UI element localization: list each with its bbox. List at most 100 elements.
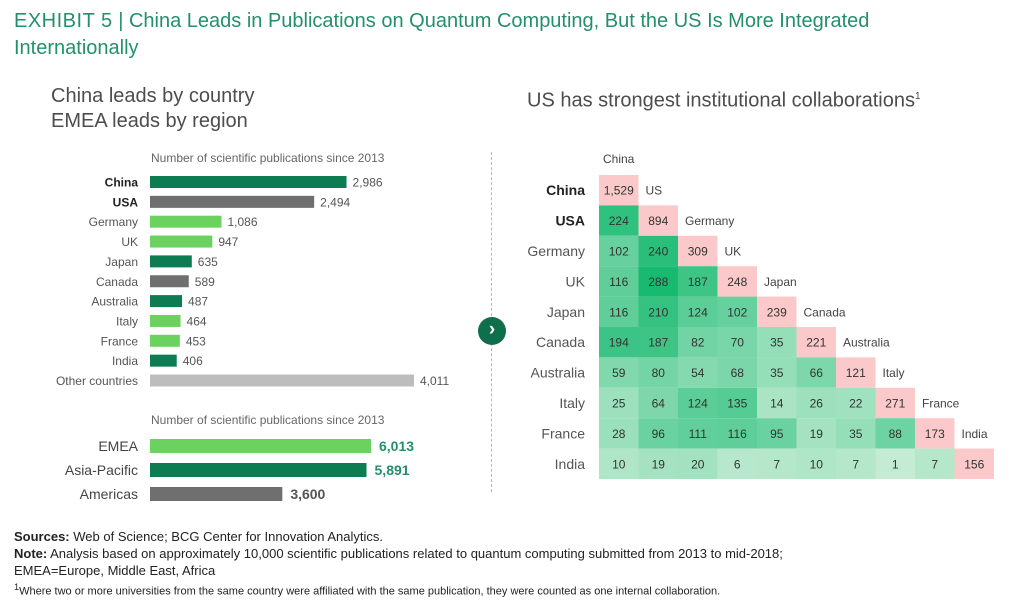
heatmap-value-uk-germany: 187 [688, 275, 708, 289]
heatmap-value-india-canada: 10 [810, 457, 824, 471]
heatmap-cell-italy-germany [678, 387, 718, 419]
heatmap-row-germany: Germany [527, 243, 585, 259]
heatmap-cell-italy-japan [757, 387, 797, 419]
collaboration-heatmap: China 1,529 USA 224 894 Germany 102 240 309 UK 116… [527, 152, 994, 479]
region-bar-chart: EMEA 6,013 Asia-Pacific 5,891 Americas 3,600 [65, 438, 414, 502]
heatmap-value-italy-italy: 271 [885, 397, 905, 411]
heatmap-row-australia: Australia [531, 365, 586, 381]
heatmap-value-india-us: 19 [652, 457, 666, 471]
heatmap-cell-india-canada [796, 448, 836, 479]
bar-uk [150, 235, 213, 248]
country-label-china: China [105, 176, 139, 190]
region-label-asia-pacific: Asia-Pacific [65, 462, 138, 478]
heatmap-cell-india-australia [836, 448, 876, 479]
country-bar-chart: China 2,986 USA 2,494 Germany 1,086 UK 947 Japan… [56, 176, 450, 389]
heatmap-row-uk: UK [566, 273, 586, 289]
bar-france [150, 334, 180, 347]
heatmap-cell-india-india [954, 448, 994, 479]
right-title-text: US has strongest institutional collabora… [527, 89, 915, 112]
heatmap-value-usa-china: 224 [609, 214, 629, 228]
heatmap-row-japan: Japan [547, 304, 585, 320]
bar-china [150, 176, 347, 188]
heatmap-cell-france-uk [717, 418, 757, 449]
heatmap-cell-india-uk [717, 448, 757, 479]
country-label-other-countries: Other countries [56, 374, 138, 388]
heatmap-cell-australia-uk [717, 357, 757, 388]
heatmap-col-germany: Germany [685, 214, 734, 228]
heatmap-value-australia-china: 59 [612, 366, 626, 380]
heatmap-value-australia-uk: 68 [731, 366, 745, 380]
heatmap-row-china: China [546, 182, 585, 198]
value-label-usa: 2,494 [320, 195, 350, 209]
value-label-japan: 635 [198, 255, 218, 269]
right-panel-title: US has strongest institutional collabora… [527, 84, 921, 114]
chart-notes: Sources: Web of Science; BCG Center for … [14, 528, 1004, 601]
heatmap-value-canada-germany: 82 [691, 336, 705, 350]
heatmap-value-uk-uk: 248 [727, 275, 747, 289]
heatmap-value-germany-us: 240 [648, 245, 668, 259]
heatmap-col-canada: Canada [804, 305, 846, 319]
heatmap-col-us: US [646, 184, 663, 198]
heatmap-value-japan-us: 210 [648, 305, 668, 319]
heatmap-cell-france-australia [836, 418, 876, 449]
heatmap-value-italy-us: 64 [652, 397, 666, 411]
heatmap-value-australia-germany: 54 [691, 366, 705, 380]
heatmap-value-italy-china: 25 [612, 397, 626, 411]
sources-line: Sources: Web of Science; BCG Center for … [14, 528, 1004, 545]
heatmap-cell-japan-germany [678, 296, 718, 327]
heatmap-col-italy: Italy [883, 366, 905, 380]
heatmap-col-india: India [962, 427, 988, 441]
heatmap-value-india-china: 10 [612, 457, 626, 471]
value-label-italy: 464 [187, 314, 207, 328]
heatmap-value-uk-us: 288 [648, 275, 668, 289]
heatmap-cell-usa-us [638, 205, 678, 236]
note-text: Analysis based on approximately 10,000 s… [50, 546, 783, 561]
heatmap-cell-india-germany [678, 448, 718, 479]
chevron-right-icon: › [478, 317, 506, 345]
heatmap-cell-italy-china [599, 387, 639, 419]
heatmap-value-australia-us: 80 [652, 366, 666, 380]
exhibit-number: EXHIBIT 5 [14, 10, 113, 32]
right-title-footnote: 1 [915, 91, 921, 102]
heatmap-cell-india-china [599, 448, 639, 479]
region-label-emea: EMEA [98, 438, 138, 454]
note-label: Note: [14, 546, 48, 561]
heatmap-cell-italy-australia [836, 387, 876, 419]
bar-other-countries [150, 374, 414, 387]
heatmap-value-germany-china: 102 [609, 245, 629, 259]
heatmap-cell-france-canada [796, 418, 836, 449]
value-label-emea: 6,013 [379, 438, 414, 454]
footnote-line: 1Where two or more universities from the… [14, 579, 1004, 601]
heatmap-value-france-japan: 95 [770, 427, 784, 441]
footnote-text: Where two or more universities from the … [19, 585, 721, 598]
heatmap-value-canada-canada: 221 [806, 336, 826, 350]
exhibit-title: EXHIBIT 5 | China Leads in Publications … [14, 8, 974, 62]
bar-canada [150, 275, 189, 288]
heatmap-cell-india-italy [875, 448, 915, 479]
heatmap-cell-japan-china [599, 296, 639, 327]
heatmap-value-canada-uk: 70 [731, 336, 745, 350]
heatmap-value-france-uk: 116 [728, 427, 747, 441]
heatmap-value-france-germany: 111 [689, 427, 708, 441]
heatmap-value-india-france: 7 [931, 457, 938, 471]
heatmap-col-japan: Japan [764, 275, 797, 289]
heatmap-cell-australia-canada [796, 357, 836, 388]
heatmap-cell-italy-italy [875, 387, 915, 419]
heatmap-cell-france-germany [678, 418, 718, 449]
heatmap-value-china-china: 1,529 [604, 184, 634, 198]
heatmap-cell-france-france [915, 418, 955, 449]
footnote-mark: 1 [14, 582, 20, 592]
sources-text: Web of Science; BCG Center for Innovatio… [73, 529, 384, 544]
heatmap-value-uk-china: 116 [609, 275, 628, 289]
heatmap-value-germany-germany: 309 [688, 245, 708, 259]
heatmap-cell-france-japan [757, 418, 797, 449]
bar-australia [150, 295, 183, 308]
heatmap-value-japan-germany: 124 [688, 305, 708, 319]
heatmap-value-france-china: 28 [612, 427, 626, 441]
heatmap-value-italy-uk: 135 [727, 397, 747, 411]
value-label-china: 2,986 [353, 176, 383, 190]
heatmap-value-india-uk: 6 [734, 457, 741, 471]
heatmap-cell-canada-germany [678, 327, 718, 358]
heatmap-value-italy-canada: 26 [810, 397, 824, 411]
heatmap-row-canada: Canada [536, 334, 585, 350]
